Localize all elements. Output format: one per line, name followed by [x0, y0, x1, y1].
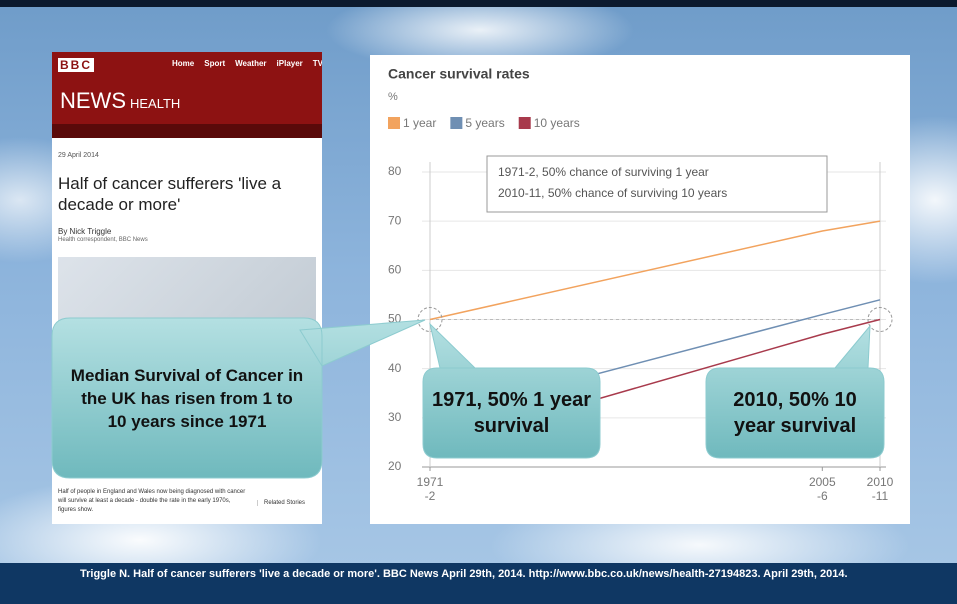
- byline: By Nick Triggle: [58, 227, 112, 236]
- x-tick-label: 2010 -11: [866, 475, 894, 503]
- highlight-circle: [867, 307, 893, 332]
- related[interactable]: Related Stories: [257, 500, 305, 506]
- nav-item[interactable]: Home: [172, 59, 195, 68]
- section-title: NEWS HEALTH: [60, 88, 180, 114]
- legend-label: 1 year: [403, 116, 436, 130]
- headline: Half of cancer sufferers 'live a decade …: [58, 174, 282, 214]
- health: HEALTH: [130, 96, 181, 111]
- footer: Triggle N. Half of cancer sufferers 'liv…: [0, 563, 957, 604]
- annotation-text: 1971-2, 50% chance of surviving 1 year: [498, 165, 709, 179]
- highlight-circle: [417, 307, 443, 332]
- callout-text: 1971, 50% 1 year survival: [431, 389, 592, 437]
- role: Health correspondent, BBC News: [58, 237, 148, 243]
- summary: Half of people in England and Wales now …: [58, 489, 246, 513]
- y-tick-label: 20: [388, 459, 402, 473]
- legend-label: 5 years: [465, 116, 504, 130]
- nav-item[interactable]: Sport: [204, 59, 226, 68]
- y-tick-label: 30: [388, 410, 402, 424]
- x-tick-label: 1971 -2: [416, 475, 444, 503]
- date: 29 April 2014: [58, 152, 99, 159]
- legend-swatch: [450, 117, 463, 129]
- news: NEWS: [60, 88, 126, 113]
- y-tick-label: 80: [388, 164, 402, 178]
- nav-item[interactable]: Weather: [235, 59, 267, 68]
- top-bar: [0, 0, 957, 7]
- y-tick-label: 40: [388, 361, 402, 375]
- legend-swatch: [518, 117, 531, 129]
- legend-swatch: [388, 117, 400, 129]
- annotation-text: 2010-11, 50% chance of surviving 10 year…: [498, 186, 727, 200]
- nav: Home Sport Weather iPlayer TV: [172, 59, 322, 68]
- nav-item[interactable]: iPlayer: [276, 59, 303, 68]
- logo: BBC: [58, 58, 94, 72]
- citation: Triggle N. Half of cancer sufferers 'liv…: [80, 568, 848, 580]
- y-tick-label: 70: [388, 213, 402, 227]
- callout-shape: [422, 322, 601, 459]
- y-tick-label: 60: [388, 263, 402, 277]
- chart-title: Cancer survival rates: [388, 66, 530, 82]
- callout-text: Median Survival of Cancer in the UK has …: [70, 365, 304, 431]
- nav-item[interactable]: TV: [312, 59, 322, 68]
- x-tick-label: 2005 -6: [808, 475, 836, 503]
- callout-text: 2010, 50% 10 year survival: [733, 389, 857, 437]
- callout-shape: [51, 317, 426, 479]
- callout-shape: [705, 324, 885, 459]
- y-axis-label: %: [388, 91, 398, 103]
- sub-nav: [52, 124, 322, 138]
- annotation-box: [486, 155, 828, 213]
- line: [429, 220, 881, 321]
- bbc-header: BBC Home Sport Weather iPlayer TV NEWS HEALTH: [52, 52, 322, 138]
- legend-label: 10 years: [534, 116, 580, 130]
